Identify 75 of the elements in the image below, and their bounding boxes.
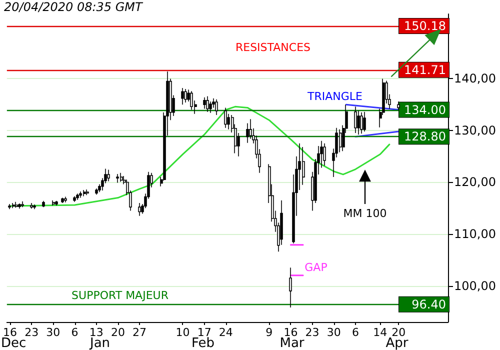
ref-line-label: 96.40 <box>412 297 446 312</box>
candlestick <box>30 202 33 210</box>
annotation: SUPPORT MAJEUR <box>72 289 169 302</box>
candlestick <box>363 111 366 132</box>
candlestick <box>246 122 249 144</box>
candlestick <box>323 143 326 166</box>
candlestick <box>61 197 64 204</box>
candlestick <box>184 88 187 103</box>
y-tick-label: 120,00 <box>454 175 496 190</box>
line-series <box>9 106 390 207</box>
text: Dec <box>1 336 26 350</box>
candlestick <box>354 106 357 134</box>
candlestick <box>73 196 76 202</box>
candlestick <box>8 204 11 210</box>
candlestick <box>190 90 193 110</box>
text: Jan <box>88 336 110 350</box>
candlestick <box>120 172 123 182</box>
x-tick-label: 30 <box>46 326 60 339</box>
x-tick-label: 20 <box>110 326 125 339</box>
annotation: RESISTANCES <box>235 41 311 54</box>
x-tick-label: 6 <box>71 326 78 339</box>
candlestick <box>206 96 209 112</box>
candlestick <box>360 112 363 134</box>
candlestick <box>33 204 36 210</box>
x-tick-label: 23 <box>305 326 320 339</box>
candlestick <box>357 110 360 136</box>
candlestick <box>76 193 79 200</box>
ref-line-label: 134.00 <box>404 102 446 117</box>
ref-line-label: 128.80 <box>404 130 446 144</box>
text: Feb <box>191 336 215 350</box>
candlestick <box>15 202 18 208</box>
candlestick <box>181 88 184 105</box>
x-tick-label: 16 <box>3 326 17 339</box>
x-tick-label: 14 <box>373 326 388 339</box>
annotation: TRIANGLE <box>306 90 363 103</box>
ref-line-label: 141.71 <box>404 62 446 77</box>
candlestick <box>116 174 119 184</box>
annotation: GAP <box>304 261 328 274</box>
text: Apr <box>386 336 409 350</box>
candlestick <box>224 107 227 128</box>
x-tick-label: 23 <box>24 326 39 339</box>
candlestick <box>215 99 218 116</box>
y-tick-label: 140,00 <box>454 72 496 86</box>
candlestick <box>42 200 45 208</box>
x-tick-label: 30 <box>326 326 341 339</box>
x-tick-label: 9 <box>266 326 273 339</box>
candlestick <box>203 96 206 110</box>
ref-line-label: 150.18 <box>404 19 446 34</box>
candlestick <box>79 191 82 198</box>
x-tick-label: 16 <box>284 326 298 339</box>
candlestick <box>64 196 67 203</box>
candlestick <box>83 190 86 197</box>
candlestick <box>249 118 252 140</box>
candlestick <box>52 200 55 206</box>
candlestick <box>107 169 110 182</box>
candlestick <box>95 188 98 196</box>
annotation: MM 100 <box>343 207 387 220</box>
y-tick-label: 110,00 <box>454 227 496 241</box>
y-tick-label: 100,00 <box>454 278 496 293</box>
x-tick-label: 6 <box>352 326 359 339</box>
candlestick <box>18 203 21 210</box>
x-tick-label: 24 <box>218 326 233 339</box>
x-tick-label: 27 <box>132 326 147 339</box>
x-tick-label: 13 <box>89 326 104 339</box>
candlestick <box>289 267 292 308</box>
candlestick <box>21 200 24 208</box>
candlestick <box>12 202 15 209</box>
candlestick <box>86 189 89 196</box>
x-tick-label: 20 <box>392 326 406 339</box>
annotation: 20/04/2020 08:35 GMT <box>4 0 144 14</box>
text: Mar <box>280 336 305 350</box>
y-tick-label: 130,00 <box>454 123 496 138</box>
candlestick <box>138 202 141 216</box>
x-tick-label: 10 <box>176 326 190 339</box>
candlestick <box>55 200 58 206</box>
